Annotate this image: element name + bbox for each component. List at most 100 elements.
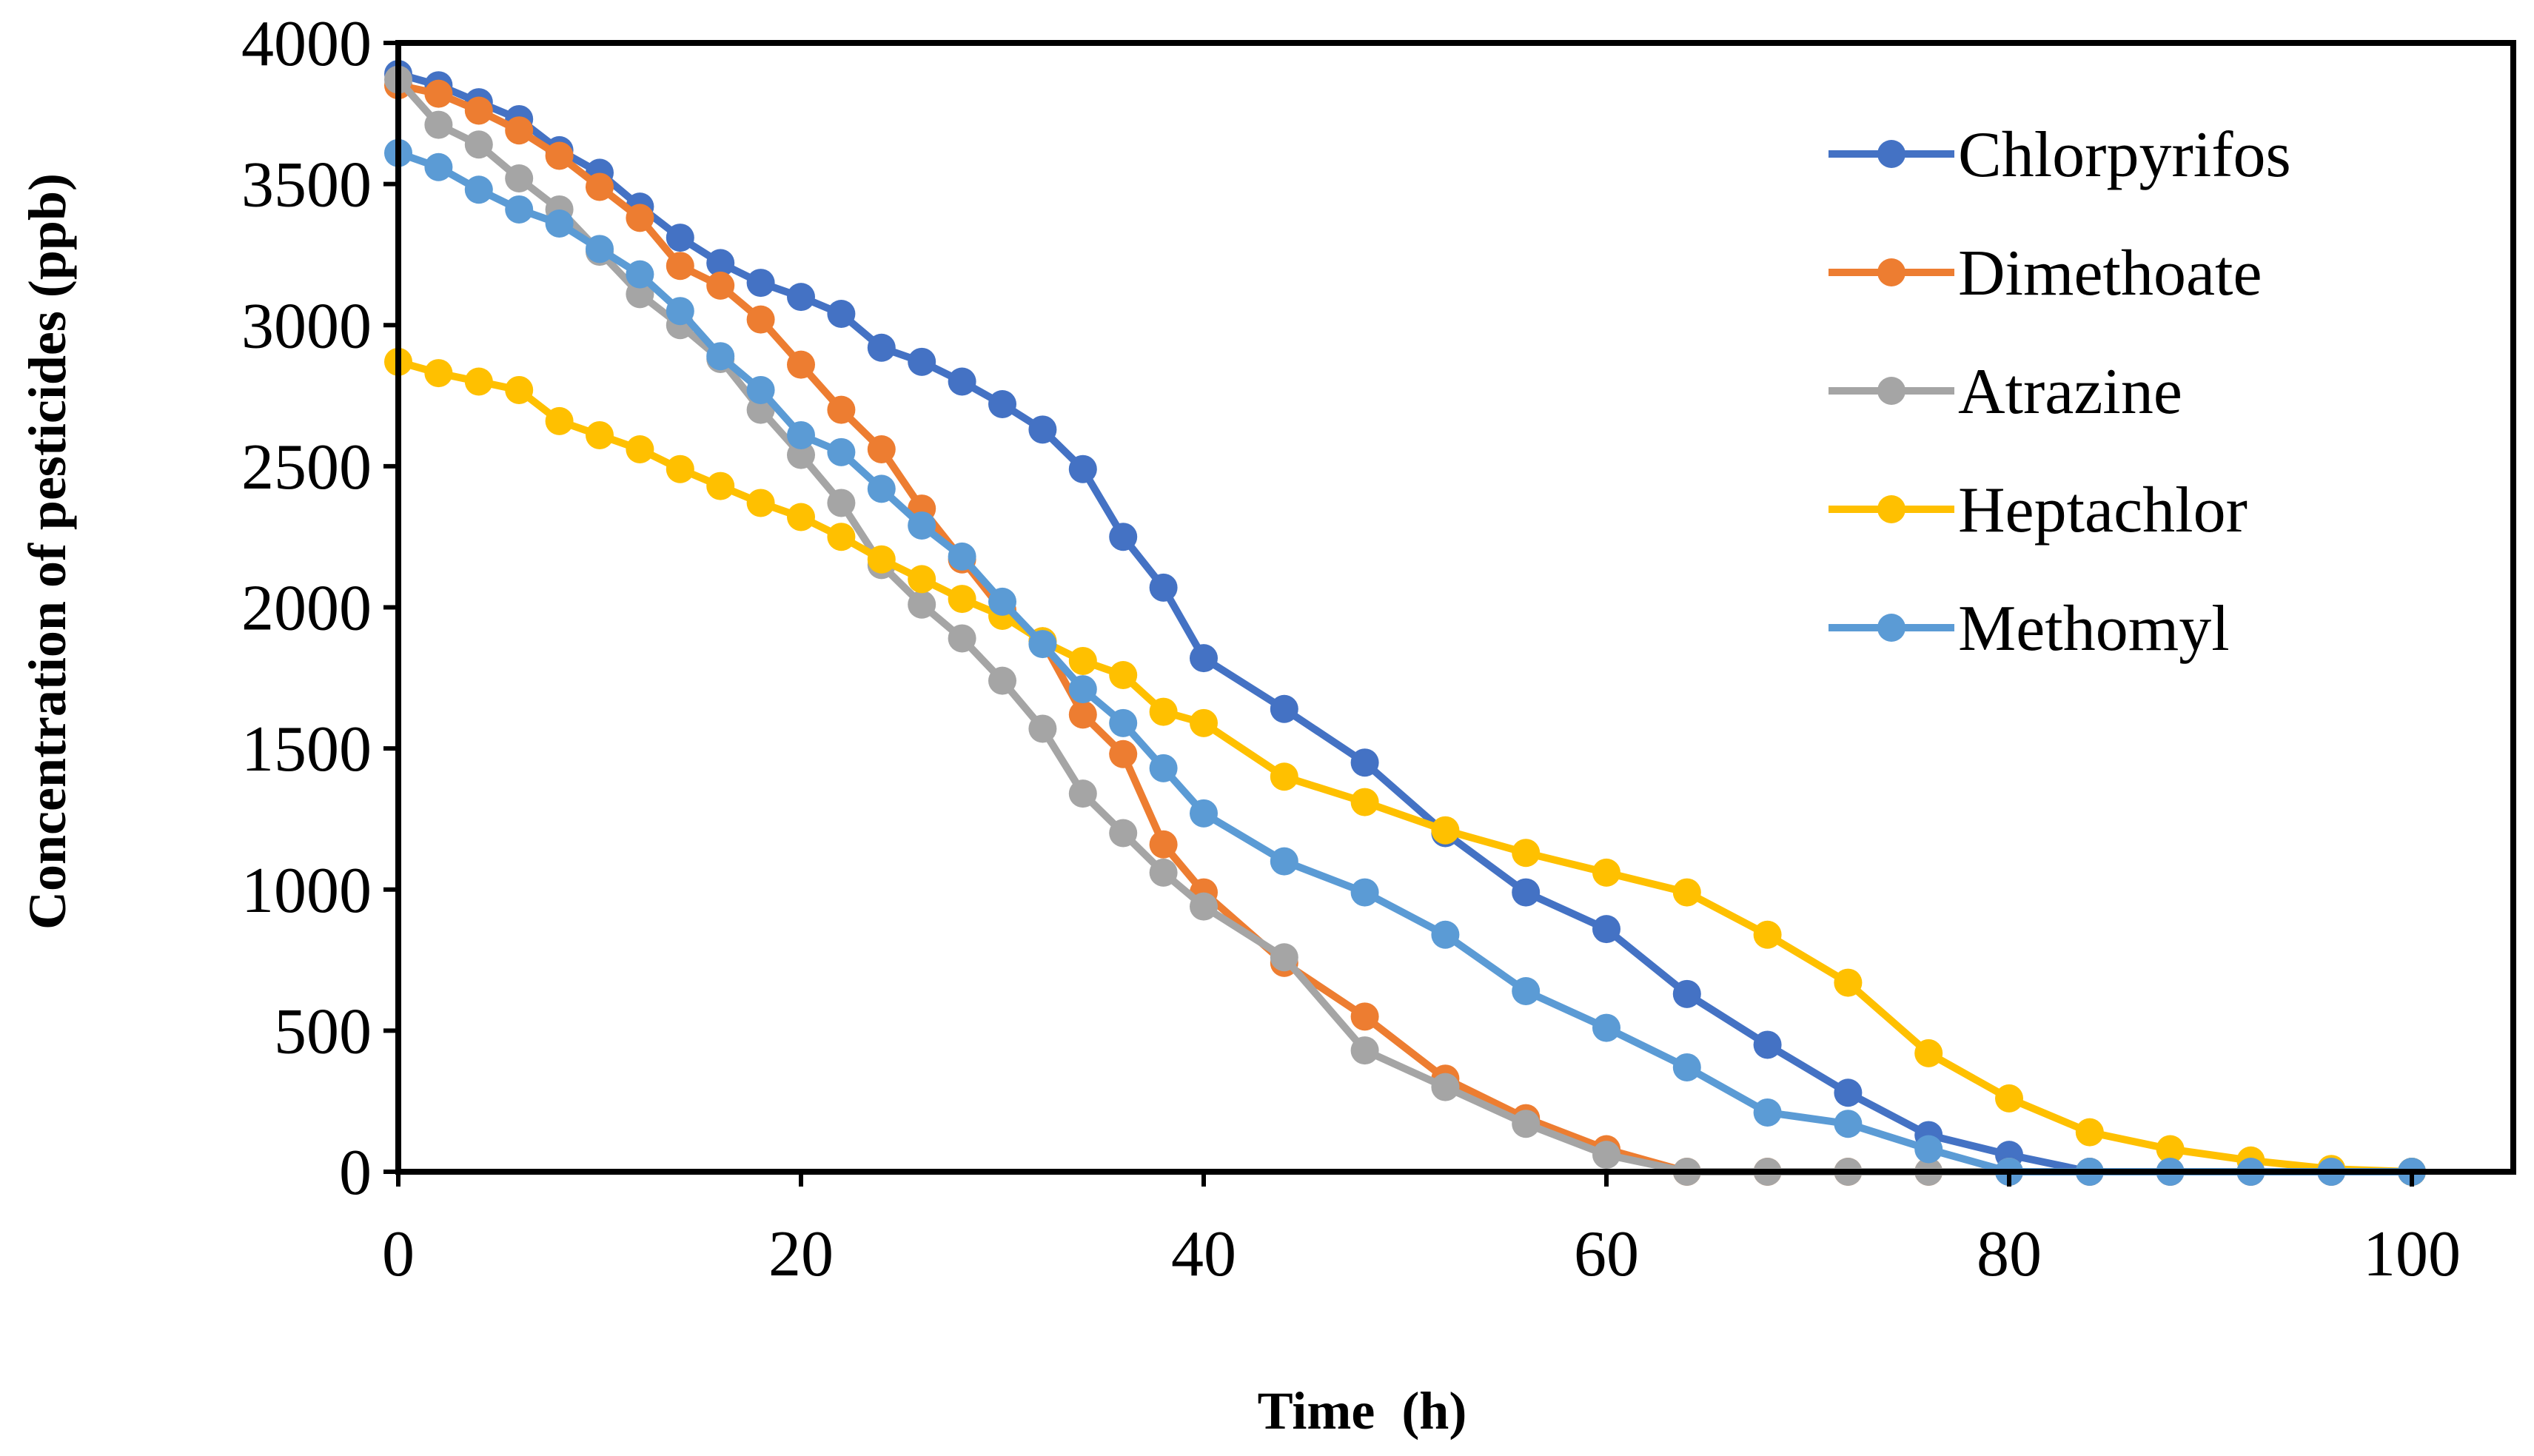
data-point-methomyl xyxy=(787,420,815,449)
data-point-dimethoate xyxy=(787,350,815,379)
data-point-methomyl xyxy=(1190,799,1218,828)
data-point-methomyl xyxy=(1834,1110,1863,1138)
data-point-heptachlor xyxy=(464,367,493,396)
data-point-methomyl xyxy=(1149,754,1178,782)
data-point-atrazine xyxy=(464,130,493,159)
data-point-dimethoate xyxy=(545,141,574,170)
data-point-methomyl xyxy=(1350,878,1379,907)
data-point-heptachlor xyxy=(1270,762,1298,791)
axes-layer: 0 20 40 60 80 1000500100015002000250030003500… xyxy=(241,8,2461,1290)
data-point-atrazine xyxy=(1109,819,1138,848)
data-point-chlorpyrifos xyxy=(988,390,1016,418)
data-point-atrazine xyxy=(827,489,856,517)
data-point-atrazine xyxy=(948,624,976,653)
series-methomyl xyxy=(384,138,2426,1186)
y-tick-label: 3000 xyxy=(241,290,372,362)
y-tick-label: 3500 xyxy=(241,150,372,221)
data-point-atrazine xyxy=(1592,1141,1620,1170)
data-point-heptachlor xyxy=(1995,1084,2023,1113)
data-point-methomyl xyxy=(1512,977,1541,1005)
data-point-atrazine xyxy=(1270,943,1298,972)
data-point-dimethoate xyxy=(827,395,856,424)
data-point-heptachlor xyxy=(1068,646,1097,675)
data-point-atrazine xyxy=(1431,1073,1460,1101)
data-point-atrazine xyxy=(505,164,534,192)
data-point-methomyl xyxy=(706,342,735,371)
y-tick-label: 0 xyxy=(339,1137,372,1209)
data-point-chlorpyrifos xyxy=(1834,1078,1863,1107)
data-point-atrazine xyxy=(626,280,654,309)
data-point-methomyl xyxy=(586,235,614,264)
data-point-atrazine xyxy=(424,110,453,139)
data-point-dimethoate xyxy=(746,305,775,334)
data-point-chlorpyrifos xyxy=(1672,979,1701,1008)
data-point-heptachlor xyxy=(666,454,694,483)
legend: Chlorpyrifos Dimethoate Atrazine Heptachlor… xyxy=(1829,119,2291,665)
y-tick-label: 4000 xyxy=(241,8,372,80)
data-point-heptachlor xyxy=(827,523,856,551)
data-point-chlorpyrifos xyxy=(1028,415,1057,444)
data-point-dimethoate xyxy=(586,172,614,201)
data-point-methomyl xyxy=(1672,1053,1701,1081)
data-point-methomyl xyxy=(464,175,493,204)
x-axis-title: Time (h) xyxy=(1258,1381,1467,1440)
y-tick-label: 1000 xyxy=(241,855,372,927)
data-point-atrazine xyxy=(787,440,815,469)
data-point-methomyl xyxy=(908,511,936,540)
data-point-dimethoate xyxy=(706,271,735,300)
data-point-heptachlor xyxy=(1190,708,1218,737)
data-point-chlorpyrifos xyxy=(1270,694,1298,723)
data-point-methomyl xyxy=(1431,920,1460,949)
data-point-methomyl xyxy=(1028,630,1057,659)
data-point-methomyl xyxy=(1592,1013,1620,1042)
data-point-dimethoate xyxy=(464,96,493,125)
data-point-methomyl xyxy=(1914,1135,1943,1164)
legend-label-methomyl: Methomyl xyxy=(1958,593,2230,665)
data-point-dimethoate xyxy=(1109,739,1138,768)
data-point-dimethoate xyxy=(1149,830,1178,859)
data-point-chlorpyrifos xyxy=(867,333,896,362)
data-point-methomyl xyxy=(1753,1098,1782,1127)
data-point-heptachlor xyxy=(2156,1135,2185,1164)
data-point-chlorpyrifos xyxy=(706,249,735,278)
data-point-atrazine xyxy=(1350,1036,1379,1065)
data-point-chlorpyrifos xyxy=(827,300,856,328)
data-point-chlorpyrifos xyxy=(1753,1030,1782,1059)
data-point-atrazine xyxy=(1512,1110,1541,1138)
data-point-dimethoate xyxy=(666,252,694,281)
data-point-heptachlor xyxy=(1672,878,1701,907)
data-point-chlorpyrifos xyxy=(1109,523,1138,551)
data-point-heptachlor xyxy=(1753,920,1782,949)
data-point-heptachlor xyxy=(545,406,574,435)
data-point-chlorpyrifos xyxy=(1068,454,1097,483)
data-point-heptachlor xyxy=(867,545,896,574)
x-tick-label: 80 xyxy=(1977,1218,2042,1290)
y-tick-label: 1500 xyxy=(241,714,372,785)
data-point-chlorpyrifos xyxy=(1190,644,1218,673)
data-point-chlorpyrifos xyxy=(787,283,815,312)
legend-marker-methomyl xyxy=(1877,614,1905,642)
data-point-heptachlor xyxy=(1834,968,1863,997)
data-point-methomyl xyxy=(626,260,654,289)
data-point-heptachlor xyxy=(1592,858,1620,887)
x-tick-label: 100 xyxy=(2363,1218,2461,1290)
data-point-methomyl xyxy=(424,152,453,181)
data-point-dimethoate xyxy=(626,204,654,232)
y-tick-label: 2500 xyxy=(241,432,372,503)
data-point-methomyl xyxy=(827,437,856,466)
data-point-heptachlor xyxy=(1914,1039,1943,1067)
data-point-atrazine xyxy=(1149,858,1178,887)
data-point-atrazine xyxy=(908,590,936,619)
data-point-heptachlor xyxy=(948,585,976,614)
data-point-heptachlor xyxy=(706,472,735,500)
x-tick-label: 60 xyxy=(1574,1218,1639,1290)
legend-label-chlorpyrifos: Chlorpyrifos xyxy=(1958,119,2291,191)
data-point-dimethoate xyxy=(505,116,534,145)
data-point-chlorpyrifos xyxy=(1149,573,1178,602)
data-point-methomyl xyxy=(867,474,896,503)
data-point-chlorpyrifos xyxy=(1592,915,1620,944)
data-point-chlorpyrifos xyxy=(746,269,775,298)
data-point-heptachlor xyxy=(1109,661,1138,689)
